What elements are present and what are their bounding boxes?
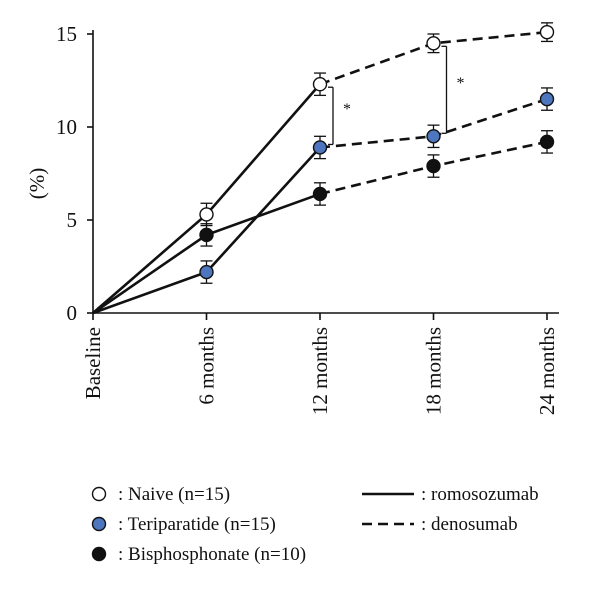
data-point-teriparatide-n-15 [539, 91, 555, 107]
data-point-naive-n-15 [312, 77, 328, 92]
legend-label: : Bisphosphonate (n=10) [118, 544, 306, 565]
x-tick-label: 18 months [422, 327, 446, 415]
y-tick-label: 0 [67, 301, 78, 325]
x-tick-label: 12 months [308, 327, 332, 415]
y-tick-label: 10 [56, 115, 77, 139]
legend-label: : denosumab [421, 514, 518, 535]
significance-annotations: ** [328, 45, 465, 146]
data-points [199, 24, 555, 280]
data-point-bisphosphonate-n-10 [539, 134, 555, 150]
y-tick-label: 5 [67, 208, 78, 232]
data-point-bisphosphonate-n-10 [312, 186, 328, 202]
data-point-teriparatide-n-15 [426, 129, 441, 144]
significance-label: * [343, 101, 351, 118]
y-tick-label: 15 [56, 22, 77, 46]
axes: 0 5 10 15 (%) Baseline 6 months 12 months 18 mon… [25, 22, 559, 415]
legend-entry-teriparatide-n-15: : Teriparatide (n=15) [91, 514, 276, 535]
data-point-teriparatide-n-15 [312, 140, 328, 155]
data-point-teriparatide-n-15 [199, 264, 214, 280]
legend-label: : romosozumab [421, 484, 539, 505]
data-point-naive-n-15 [539, 24, 555, 40]
legend-entry-denosumab: : denosumab [362, 514, 518, 535]
data-point-bisphosphonate-n-10 [426, 158, 441, 174]
data-point-naive-n-15 [199, 207, 214, 222]
data-point-bisphosphonate-n-10 [199, 227, 214, 243]
significance-bracket: * [328, 86, 351, 146]
x-tick-label: 24 months [535, 327, 559, 415]
significance-label: * [457, 75, 465, 92]
legend-entry-bisphosphonate-n-10: : Bisphosphonate (n=10) [91, 544, 306, 565]
x-tick-label: 6 months [195, 327, 219, 405]
legend-marker-icon [91, 516, 107, 532]
legend-label: : Teriparatide (n=15) [118, 514, 276, 535]
legend-entry-romosozumab: : romosozumab [362, 484, 539, 505]
data-point-naive-n-15 [426, 36, 441, 51]
legend-marker-icon [91, 486, 107, 502]
legend: : Naive (n=15) : Teriparatide (n=15) : Bis… [91, 484, 539, 565]
significance-bracket: * [441, 45, 465, 134]
legend-marker-icon [91, 546, 107, 562]
x-tick-label: Baseline [81, 327, 105, 399]
legend-entry-naive-n-15: : Naive (n=15) [91, 484, 230, 505]
legend-label: : Naive (n=15) [118, 484, 230, 505]
y-axis-title: (%) [25, 168, 49, 199]
